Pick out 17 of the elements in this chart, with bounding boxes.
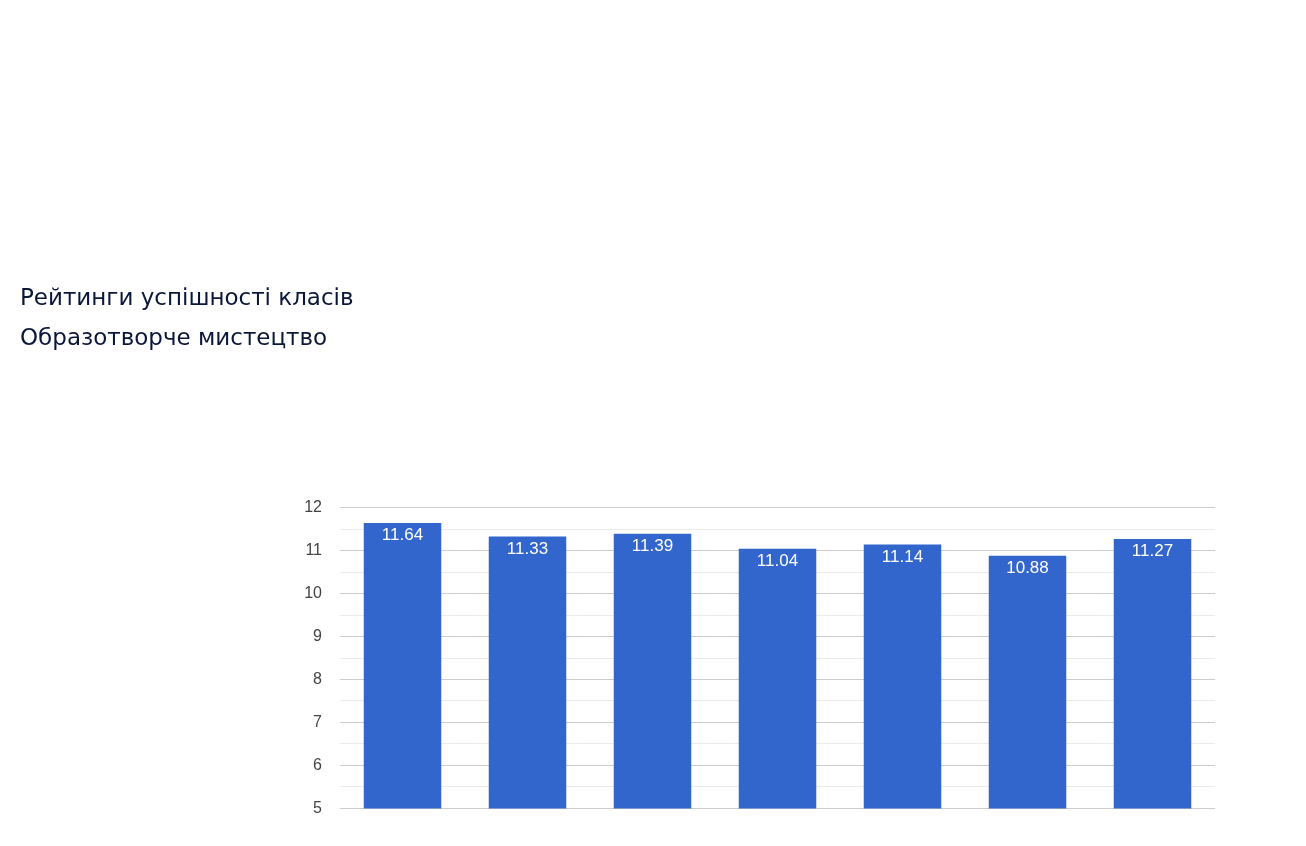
y-tick-label: 6 bbox=[313, 755, 323, 773]
y-tick-label: 11 bbox=[305, 540, 323, 558]
data-label: 11.33 bbox=[506, 538, 549, 558]
data-label: 11.14 bbox=[881, 546, 924, 566]
y-tick-label: 8 bbox=[313, 669, 323, 687]
chart-subtitle: Образотворче мистецтво bbox=[20, 324, 328, 350]
y-tick-label: 12 bbox=[304, 498, 323, 516]
y-tick-label: 10 bbox=[304, 583, 323, 601]
data-label: 11.04 bbox=[756, 551, 799, 571]
data-label: 11.39 bbox=[631, 536, 674, 555]
data-label: 11.64 bbox=[381, 525, 424, 545]
chart-title: Рейтинги успішності класів bbox=[20, 284, 354, 310]
data-label: 11.27 bbox=[1131, 541, 1174, 561]
y-tick-label: 7 bbox=[313, 712, 323, 730]
data-label: 10.88 bbox=[1006, 557, 1049, 577]
y-tick-label: 5 bbox=[313, 798, 323, 816]
y-tick-label: 9 bbox=[313, 626, 323, 644]
